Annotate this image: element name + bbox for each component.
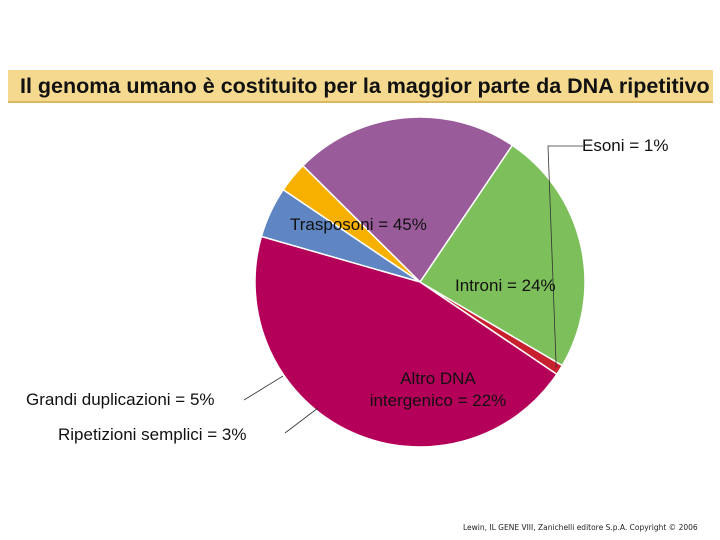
title-bar: Il genoma umano è costituito per la magg… [8, 70, 713, 103]
leader-line-grandi-duplicazioni [243, 375, 284, 401]
chart-title: Il genoma umano è costituito per la magg… [20, 74, 710, 98]
slice-label-trasposoni: Trasposoni = 45% [290, 215, 427, 234]
slice-label-grandi-duplicazioni: Grandi duplicazioni = 5% [26, 390, 215, 409]
leader-line-esoni [547, 145, 583, 368]
slice-label-esoni: Esoni = 1% [582, 136, 668, 155]
slice-labels: Esoni = 1% Introni = 24% Altro DNA intergen… [26, 136, 668, 444]
copyright-credit: Lewin, IL GENE VIII, Zanichelli editore … [463, 523, 698, 532]
slice-label-altro-dna-intergenico: Altro DNA [400, 369, 476, 388]
pie-slice-trasposoni [254, 235, 558, 448]
slice-label-altro-dna-intergenico: intergenico = 22% [370, 391, 507, 410]
leader-lines [243, 145, 583, 434]
pie-slices [254, 116, 586, 448]
leader-line-ripetizioni-semplici [284, 407, 319, 434]
slice-label-introni: Introni = 24% [455, 276, 556, 295]
pie-slice-altro-dna-intergenico [301, 116, 514, 284]
slice-label-ripetizioni-semplici: Ripetizioni semplici = 3% [58, 425, 247, 444]
pie-slice-introni [418, 144, 586, 367]
